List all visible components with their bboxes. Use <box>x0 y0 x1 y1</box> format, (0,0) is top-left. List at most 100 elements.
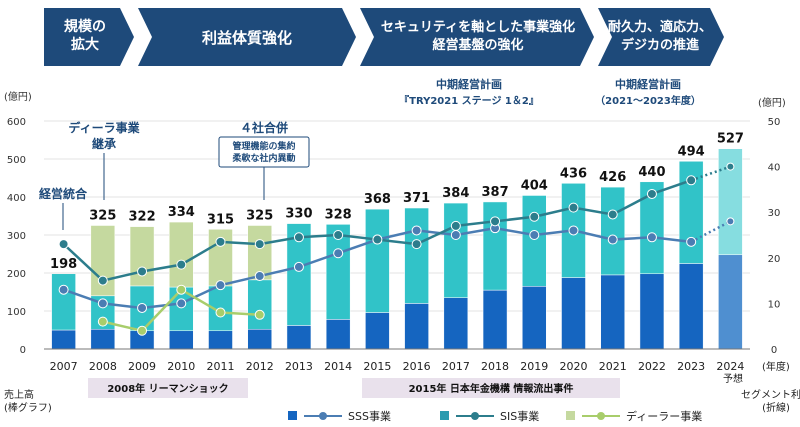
phase-arrow-3 <box>360 8 594 66</box>
bar-segment-sss <box>561 277 586 350</box>
bar-total-label: 494 <box>678 144 705 159</box>
dealer-profit-point <box>254 309 265 320</box>
bar-segment-dealer <box>247 225 272 281</box>
bar-segment-sss <box>169 330 194 350</box>
forecast-label: 予想 <box>723 372 743 385</box>
axes-layer: 0 100 200 300 400 500 600 0 10 20 30 40 50 2007 2008 20… <box>7 117 780 373</box>
bar-total-label: 198 <box>50 257 77 272</box>
bar-segment-sss <box>718 254 743 350</box>
sis-profit-point <box>490 216 501 227</box>
annotation-dealer: ディーラ事業継承 <box>68 120 140 151</box>
sis-profit-point <box>137 266 148 277</box>
bar-segment-sss <box>443 297 469 350</box>
bar-segment-sss <box>325 319 351 350</box>
x-tick-label: 2017 <box>442 360 470 373</box>
sss-profit-point <box>176 298 187 309</box>
sss-profit-point <box>97 298 108 309</box>
sss-profit-point <box>686 236 697 247</box>
bar-total-label: 328 <box>325 207 352 222</box>
y-left-unit: (億円) <box>4 90 32 103</box>
sss-profit-point <box>568 225 579 236</box>
bar-total-label: 404 <box>521 178 548 193</box>
bar-segment-sss <box>51 329 76 350</box>
sis-profit-point <box>293 232 304 243</box>
bar-segment-sis <box>443 202 469 298</box>
sis-profit-point <box>411 239 422 250</box>
sis-profit-point <box>97 275 108 286</box>
sis-profit-point <box>646 188 657 199</box>
sss-profit-point <box>58 284 69 295</box>
x-tick-label: 2013 <box>285 360 313 373</box>
bar-total-label: 371 <box>403 191 430 206</box>
event-pension: 2015年 日本年金機構 情報流出事件 <box>409 382 574 395</box>
sss-profit-point <box>293 261 304 272</box>
sis-profit-point <box>607 209 618 220</box>
bar-total-label: 436 <box>560 166 587 181</box>
sss-profit-point <box>607 234 618 245</box>
plan-2-subtitle: （2021～2023年度） <box>595 94 701 107</box>
y-right-unit: (億円) <box>758 96 786 109</box>
legend: SSS事業 SIS事業 ディーラー事業 <box>288 409 702 423</box>
dealer-profit-point <box>215 307 226 318</box>
legend-dealer-marker <box>597 412 605 420</box>
bars-layer <box>51 148 743 350</box>
bar-total-label: 322 <box>128 210 155 225</box>
y-right-tick-label: 50 <box>768 117 781 128</box>
bar-segment-sss <box>404 303 429 350</box>
sis-profit-point <box>176 259 187 270</box>
x-tick-label: 2024 <box>716 360 744 373</box>
sss-profit-point <box>254 271 265 282</box>
bar-total-label: 384 <box>442 186 469 201</box>
annotation-integration: 経営統合 <box>39 186 88 201</box>
bar-total-label: 325 <box>89 209 116 224</box>
phase-arrow-2 <box>138 8 356 66</box>
bar-segment-sss <box>208 330 233 350</box>
phase-label-2: 利益体質強化 <box>202 29 292 47</box>
phase-arrow-4 <box>598 8 724 66</box>
y-left-tick-label: 0 <box>20 345 26 356</box>
x-tick-label: 2012 <box>246 360 274 373</box>
x-tick-label: 2014 <box>324 360 352 373</box>
sis-profit-point <box>254 239 265 250</box>
x-tick-label: 2016 <box>403 360 431 373</box>
event-lehman: 2008年 リーマンショック <box>107 382 228 395</box>
bar-segment-sis <box>247 279 272 330</box>
bar-segment-sis <box>365 208 390 313</box>
x-tick-label: 2015 <box>363 360 391 373</box>
bar-total-label: 330 <box>285 207 312 222</box>
event-pension-band <box>362 378 620 398</box>
value-labels-layer: 198 325 322 334 315 325 330 328 368 371 384 387 404 4… <box>50 132 744 272</box>
bar-total-label: 440 <box>638 165 665 180</box>
legend-sss-bar <box>288 411 297 420</box>
bar-segment-sis <box>325 224 351 320</box>
bar-segment-sis <box>404 207 429 304</box>
y-right-tick-label: 20 <box>768 254 781 265</box>
y-left-tick-label: 100 <box>7 307 26 318</box>
x-tick-label: 2008 <box>89 360 117 373</box>
legend-sis-marker <box>471 412 479 420</box>
sis-profit-point <box>450 220 461 231</box>
y-right-tick-label: 0 <box>771 345 777 356</box>
bar-segment-dealer <box>129 226 155 287</box>
sis-profit-point <box>568 202 579 213</box>
footer-right-label: セグメント利益(折線) <box>741 388 800 414</box>
bar-segment-dealer <box>169 221 194 288</box>
phase-label-3: セキュリティを軸とした事業強化経営基盤の強化 <box>381 19 575 53</box>
sss-profit-forecast-line <box>690 220 731 243</box>
phase-label-1: 規模の拡大 <box>64 18 106 53</box>
sis-profit-point <box>686 175 697 186</box>
sis-profit-forecast-line <box>690 165 731 182</box>
y-left-tick-label: 500 <box>7 155 26 166</box>
bar-total-label: 426 <box>599 170 626 185</box>
bar-segment-sss <box>247 328 272 350</box>
legend-dealer-label: ディーラー事業 <box>626 409 702 423</box>
sss-profit-point <box>137 302 148 313</box>
x-tick-label: 2019 <box>520 360 548 373</box>
plan-2-title: 中期経営計画 <box>615 77 681 91</box>
bar-segment-sis <box>522 195 547 287</box>
phase-banner: 規模の拡大 利益体質強化 セキュリティを軸とした事業強化経営基盤の強化 耐久力、… <box>44 8 724 66</box>
bar-segment-sss <box>90 328 116 350</box>
plan-1-title: 中期経営計画 <box>436 77 502 91</box>
sis-profit-point <box>58 239 69 250</box>
